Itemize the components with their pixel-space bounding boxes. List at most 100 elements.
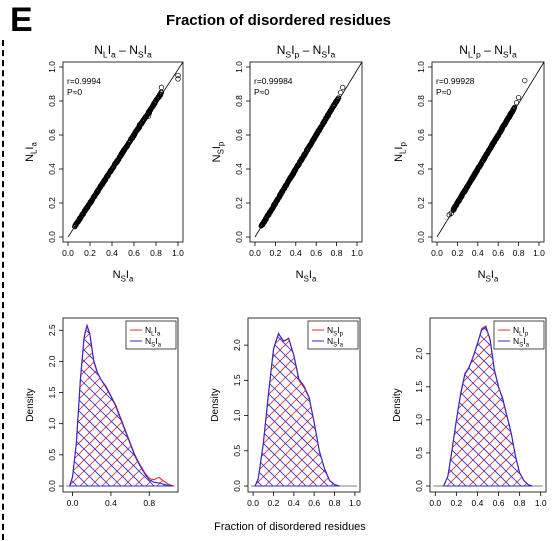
data-points (258, 84, 346, 229)
density-panel-1: 0.0 0.4 0.80.00.51.01.52.02.5DensityNLIaNS… (0, 317, 446, 508)
x-tick-label: 0.8 (150, 248, 162, 258)
x-tick-label: 0.2 (269, 248, 281, 258)
y-tick-label: 0.8 (416, 95, 426, 107)
data-point (515, 94, 522, 101)
y-axis-label: NLIa (24, 141, 38, 161)
hatch-line (69, 325, 84, 486)
y-tick-label: 0.0 (414, 480, 424, 492)
hatch-line (443, 327, 528, 486)
legend-box (493, 320, 545, 350)
scatter-panel-3: NLIp – NSIa 0.0 0.2 0.4 0.6 0.8 1.0 0.0 0.2 0.4 0.… (393, 43, 545, 283)
density-panel-2: 0.0 0.2 0.4 0.6 0.8 1.0 0.0 0.5 1.0 1.5 2.0 Density… (0, 317, 361, 508)
y-tick-label: 1.0 (414, 414, 424, 426)
hatch-line (69, 325, 139, 486)
hatch-line (443, 327, 517, 486)
y-tick-label: 0.8 (234, 95, 244, 107)
y-tick-label: 1.0 (232, 409, 242, 421)
x-tick-label: 0.8 (331, 248, 343, 258)
y-tick-label: 0.0 (234, 231, 244, 243)
scatter-panel-2: NSIp – NSIa 0.0 0.2 0.4 0.6 0.8 1.0 0.0 0.2 0.4 0.… (211, 43, 363, 283)
data-point (340, 84, 346, 91)
data-point (522, 77, 528, 84)
y-tick-label: 1.5 (414, 381, 424, 393)
plot-frame (247, 317, 361, 493)
y-tick-label: 2.0 (414, 348, 424, 360)
hatch-line (0, 318, 81, 492)
x-tick-label: 0.2 (268, 498, 280, 508)
x-axis-label: NSIa (296, 269, 317, 283)
density-curve (442, 326, 533, 487)
data-point (145, 113, 151, 119)
hatch-line (0, 318, 48, 492)
data-points (72, 72, 181, 230)
density-curve (442, 325, 533, 487)
hatch-line (255, 333, 324, 486)
figure-title: Fraction of disordered residues (165, 12, 392, 29)
dashed-separator (2, 40, 4, 540)
y-tick-label: 0.2 (234, 197, 244, 209)
hatch-line (106, 325, 174, 486)
y-tick-label: 1.0 (416, 61, 426, 73)
hatch-line (0, 318, 17, 492)
plot-frame (249, 61, 363, 243)
plot-frame (429, 317, 547, 493)
y-tick-label: 2.0 (232, 339, 242, 351)
hatch-line (258, 333, 340, 486)
x-axis-label: NSIa (478, 269, 499, 283)
x-axis-label: NSIa (113, 269, 134, 283)
hatch-line (258, 333, 340, 486)
y-tick-label: 0.2 (416, 197, 426, 209)
hatch-line (69, 325, 73, 486)
x-tick-label: 1.0 (533, 248, 545, 258)
hatch-line (0, 318, 15, 492)
hatch-line (69, 325, 128, 486)
y-tick-label: 1.5 (47, 386, 57, 398)
hatch-line (269, 333, 340, 486)
hatch-line (69, 325, 95, 486)
data-point (158, 84, 165, 91)
hatch-line (551, 318, 557, 492)
x-tick-label: 0.6 (492, 248, 504, 258)
hatch-line (0, 318, 4, 492)
y-tick-label: 0.5 (47, 449, 57, 461)
hatch-line (272, 318, 446, 492)
x-tick-label: 1.0 (172, 248, 184, 258)
x-tick-label: 0.6 (310, 248, 322, 258)
y-tick-label: 0.8 (47, 95, 57, 107)
y-axis-label: Density (210, 388, 221, 421)
plot-frame (62, 317, 179, 493)
y-tick-label: 0.2 (47, 197, 57, 209)
x-tick-label: 0.4 (472, 498, 484, 508)
hatch-line (484, 326, 533, 486)
y-tick-label: 0.5 (414, 447, 424, 459)
y-tick-label: 2.5 (47, 324, 57, 336)
data-point (513, 100, 520, 106)
x-tick-label: 0.8 (329, 498, 341, 508)
data-point (450, 207, 456, 213)
correlation-annotation: P≈0 (436, 87, 451, 97)
hatch-line (0, 318, 4, 492)
data-point (336, 95, 342, 101)
correlation-annotation: r=0.99984 (254, 76, 293, 86)
hatch-line (462, 326, 533, 486)
hatch-line (217, 318, 391, 492)
hatch-line (0, 318, 6, 492)
hatch-line (291, 333, 340, 486)
hatch-line (0, 318, 17, 492)
data-point (157, 91, 164, 97)
legend-label: NSIa (327, 336, 344, 349)
y-tick-label: 2.0 (47, 355, 57, 367)
hatch-line (0, 318, 114, 492)
hatch-line (69, 325, 128, 486)
x-tick-label: 0.4 (288, 498, 300, 508)
hatch-line (451, 326, 533, 486)
hatch-line (34, 318, 208, 492)
correlation-annotation: r=0.99928 (436, 76, 475, 86)
hatch-line (443, 327, 495, 486)
density-curve (68, 323, 174, 487)
hatch-line (255, 333, 302, 486)
hatch-line (255, 333, 340, 486)
hatch-line (473, 326, 533, 486)
y-axis-label: NLIp (393, 141, 407, 161)
